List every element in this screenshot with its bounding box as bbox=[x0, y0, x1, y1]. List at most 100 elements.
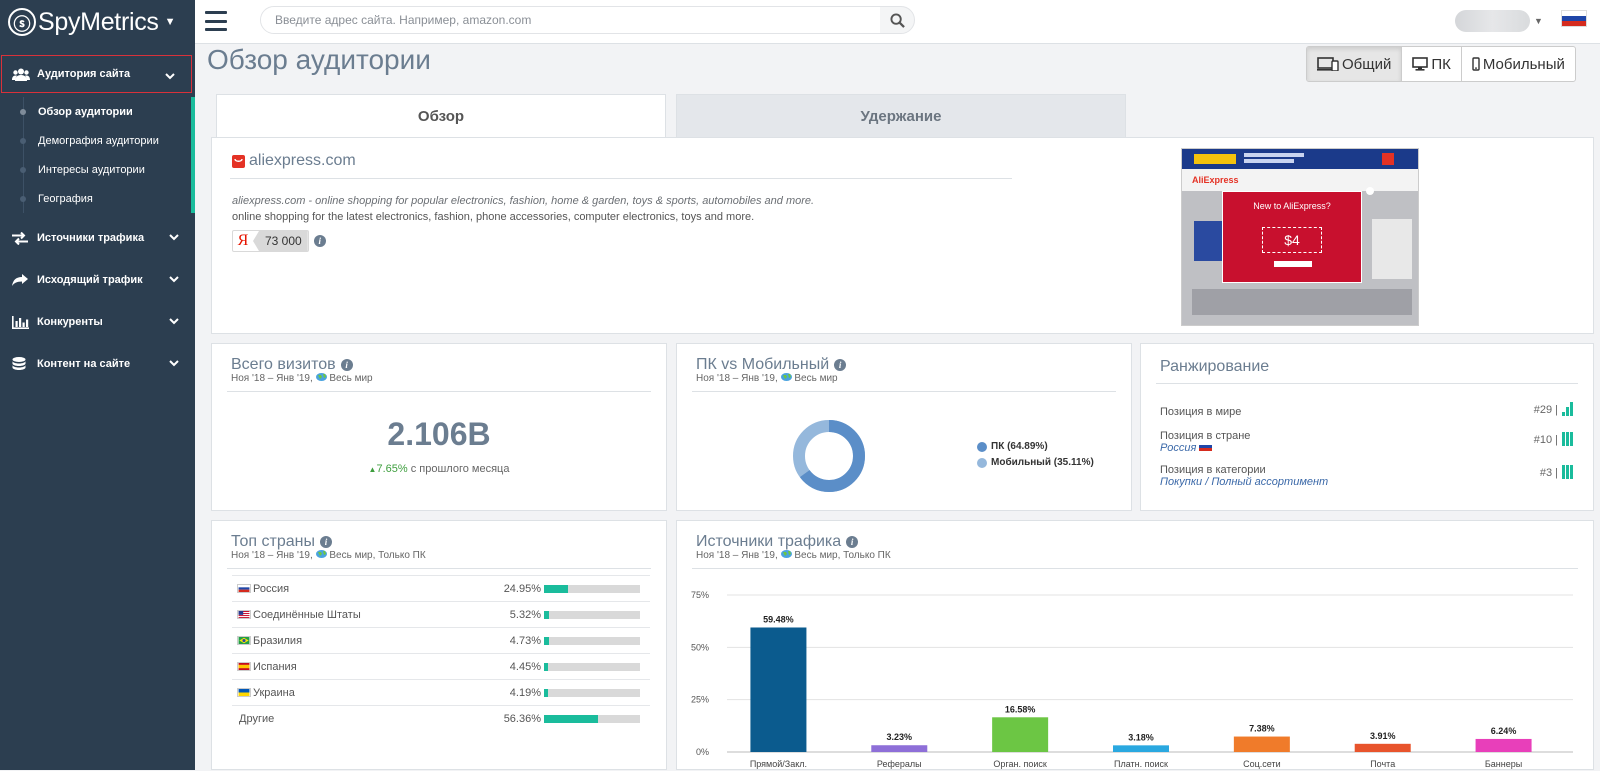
info-icon[interactable]: i bbox=[313, 235, 326, 247]
bar-5[interactable] bbox=[1233, 736, 1290, 752]
card-title: Топ страны i bbox=[231, 533, 332, 551]
site-title: aliexpress.com bbox=[232, 152, 356, 170]
bar-value-label: 7.38% bbox=[1249, 724, 1275, 734]
bar-6[interactable] bbox=[1354, 743, 1411, 752]
rank-country-link[interactable]: Россия bbox=[1160, 442, 1250, 454]
yandex-logo: Я bbox=[237, 232, 249, 249]
view-tab-pc[interactable]: ПК bbox=[1401, 47, 1461, 81]
card-title: ПК vs Мобильный i bbox=[696, 356, 847, 374]
country-name: Украина bbox=[253, 686, 295, 699]
sidebar-subitem-interests[interactable]: Интересы аудитории bbox=[20, 155, 191, 184]
country-row[interactable]: Соединённые Штаты 5.32% bbox=[232, 601, 650, 627]
country-row[interactable]: Украина 4.19% bbox=[232, 679, 650, 705]
screenshot-banner-price: $4 bbox=[1262, 227, 1322, 253]
bar-2[interactable] bbox=[871, 745, 928, 752]
chevron-down-icon bbox=[169, 274, 179, 286]
sidebar-item-audience[interactable]: Аудитория сайта bbox=[1, 55, 192, 93]
country-row[interactable]: Испания 4.45% bbox=[232, 653, 650, 679]
tab-retention[interactable]: Удержание bbox=[676, 94, 1126, 138]
bar-1[interactable] bbox=[750, 627, 807, 752]
ru-flag-icon bbox=[237, 584, 251, 593]
sidebar-subitem-geography[interactable]: География bbox=[20, 184, 191, 213]
legend-pc: ПК (64.89%) bbox=[977, 441, 1048, 452]
x-category-label: Платн. поиск bbox=[1114, 759, 1168, 769]
country-row[interactable]: Другие 56.36% bbox=[232, 705, 650, 731]
globe-icon bbox=[780, 550, 792, 558]
br-flag-icon bbox=[237, 636, 251, 645]
country-share-bar bbox=[544, 662, 640, 671]
info-icon[interactable]: i bbox=[846, 536, 859, 548]
card-title: Всего визитов i bbox=[231, 356, 353, 374]
app-logo[interactable]: ⓢ SpyMetrics ▼ bbox=[0, 0, 195, 44]
x-category-label: Баннеры bbox=[1485, 759, 1522, 769]
user-menu[interactable]: ▼ bbox=[1455, 10, 1543, 32]
bar-4[interactable] bbox=[1113, 745, 1169, 752]
site-domain[interactable]: aliexpress.com bbox=[249, 152, 356, 169]
info-icon[interactable]: i bbox=[834, 359, 847, 371]
pc-vs-mobile-card: ПК vs Мобильный i Ноя '18 – Янв '19, Весь… bbox=[676, 343, 1132, 511]
sidebar-item-site-content[interactable]: Контент на сайте bbox=[0, 343, 195, 385]
globe-icon bbox=[315, 373, 327, 381]
card-subtitle: Ноя '18 – Янв '19, Весь мир bbox=[696, 373, 838, 384]
sidebar-item-label: Конкуренты bbox=[37, 316, 103, 328]
rank-world-value: #29 | bbox=[1534, 402, 1573, 416]
app-name: SpyMetrics bbox=[38, 7, 159, 36]
exchange-arrows-icon bbox=[12, 231, 32, 245]
view-tab-all[interactable]: Общий bbox=[1307, 47, 1402, 81]
divider bbox=[692, 568, 1578, 569]
y-tick-label: 75% bbox=[691, 590, 709, 600]
total-visits-value: 2.106B bbox=[387, 416, 491, 452]
bar-7[interactable] bbox=[1475, 738, 1532, 752]
mobile-icon bbox=[1472, 57, 1480, 71]
legend-mobile: Мобильный (35.11%) bbox=[977, 457, 1094, 468]
bar-3[interactable] bbox=[992, 717, 1049, 752]
rank-world-label: Позиция в мире bbox=[1160, 406, 1242, 418]
country-row[interactable]: Бразилия 4.73% bbox=[232, 627, 650, 653]
site-screenshot[interactable]: AliExpress New to AliExpress? $4 bbox=[1181, 148, 1419, 326]
x-category-label: Прямой/Закл. bbox=[750, 759, 807, 769]
content-tabs: Обзор Удержание bbox=[216, 94, 1136, 138]
country-share-bar bbox=[544, 610, 640, 619]
divider bbox=[1156, 383, 1578, 384]
screenshot-banner-title: New to AliExpress? bbox=[1253, 201, 1331, 211]
menu-toggle-button[interactable] bbox=[205, 11, 227, 31]
country-share-bar bbox=[544, 714, 640, 723]
ranking-card: Ранжирование Позиция в мире #29 | Позици… bbox=[1140, 343, 1594, 511]
desktop-icon bbox=[1412, 57, 1429, 71]
info-icon[interactable]: i bbox=[320, 536, 332, 548]
sidebar-subitem-overview[interactable]: Обзор аудитории bbox=[20, 97, 191, 126]
country-share: 24.95% bbox=[503, 582, 541, 595]
sidebar-subitem-demography[interactable]: Демография аудитории bbox=[20, 126, 191, 155]
view-tab-label: ПК bbox=[1431, 55, 1451, 73]
country-row[interactable]: Россия 24.95% bbox=[232, 575, 650, 601]
rank-bars-icon bbox=[1561, 465, 1573, 479]
yandex-badge[interactable]: Я 73 000 bbox=[232, 230, 309, 252]
card-subtitle: Ноя '18 – Янв '19, Весь мир bbox=[231, 373, 373, 384]
country-share: 5.32% bbox=[509, 608, 541, 621]
sidebar-item-competitors[interactable]: Конкуренты bbox=[0, 301, 195, 343]
y-tick-label: 50% bbox=[691, 642, 709, 652]
sidebar-item-outgoing-traffic[interactable]: Исходящий трафик bbox=[0, 259, 195, 301]
triangle-up-icon: ▲ bbox=[368, 465, 377, 474]
search-icon[interactable] bbox=[880, 12, 914, 28]
x-category-label: Рефералы bbox=[877, 759, 922, 769]
globe-icon bbox=[315, 550, 327, 558]
info-icon[interactable]: i bbox=[340, 359, 353, 371]
search-input[interactable] bbox=[261, 7, 880, 33]
tab-overview[interactable]: Обзор bbox=[216, 94, 666, 138]
es-flag-icon bbox=[237, 662, 251, 671]
sidebar: Аудитория сайта Обзор аудитории Демограф… bbox=[0, 44, 195, 770]
view-tab-mobile[interactable]: Мобильный bbox=[1460, 47, 1575, 81]
total-visits-card: Всего визитов i Ноя '18 – Янв '19, Весь м… bbox=[211, 343, 667, 511]
sidebar-item-traffic-sources[interactable]: Источники трафика bbox=[0, 217, 195, 259]
top-countries-card: Топ страны i Ноя '18 – Янв '19, Весь мир,… bbox=[211, 520, 667, 770]
language-flag-icon[interactable] bbox=[1561, 10, 1587, 27]
avatar bbox=[1455, 10, 1530, 32]
traffic-sources-chart: 0% 25% 50% 75% 59.48% Прямой/Закл. 3.23% Рефера… bbox=[691, 590, 1573, 769]
chevron-down-icon bbox=[169, 316, 179, 328]
sidebar-item-label: Исходящий трафик bbox=[37, 274, 143, 286]
country-share: 4.73% bbox=[509, 634, 541, 647]
rank-category-link[interactable]: Покупки / Полный ассортимент bbox=[1160, 476, 1329, 488]
search-bar bbox=[260, 6, 915, 34]
bar-value-label: 3.23% bbox=[887, 732, 913, 742]
